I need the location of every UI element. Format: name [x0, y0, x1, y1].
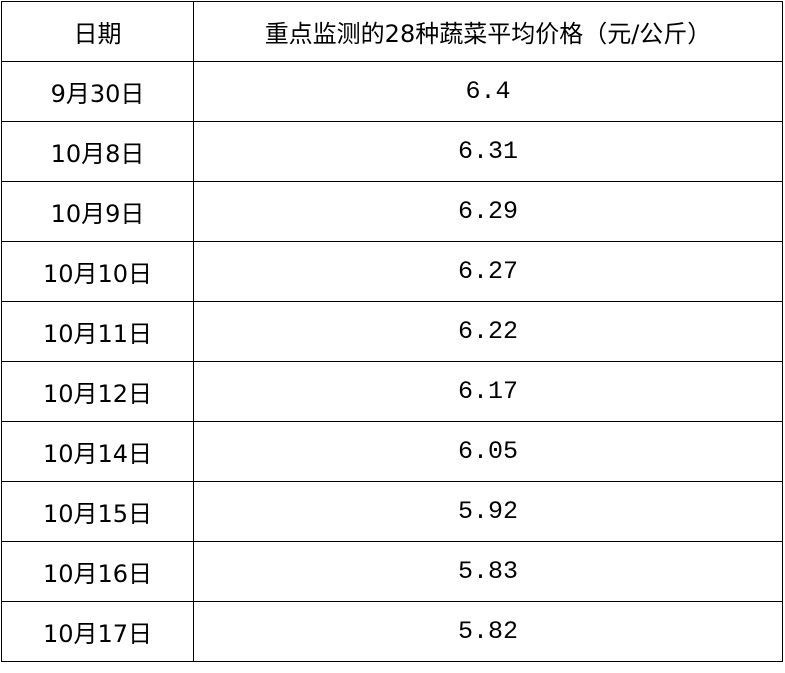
price-cell: 6.05: [193, 421, 783, 482]
date-cell: 10月11日: [1, 301, 194, 362]
data-row: 10月16日 5.83: [1, 541, 783, 602]
date-cell: 9月30日: [1, 61, 194, 122]
date-cell: 10月8日: [1, 121, 194, 182]
price-cell: 6.4: [193, 61, 783, 122]
data-row: 10月14日 6.05: [1, 421, 783, 482]
date-cell: 10月12日: [1, 361, 194, 422]
price-cell: 6.29: [193, 181, 783, 242]
price-table: 日期 重点监测的28种蔬菜平均价格（元/公斤） 9月30日 6.4 10月8日 6.3…: [1, 1, 783, 662]
header-cell: 重点监测的28种蔬菜平均价格（元/公斤）: [193, 1, 783, 62]
price-cell: 6.17: [193, 361, 783, 422]
header-cell: 日期: [1, 1, 194, 62]
table-body: 日期 重点监测的28种蔬菜平均价格（元/公斤） 9月30日 6.4 10月8日 6.3…: [1, 1, 783, 662]
date-cell: 10月17日: [1, 601, 194, 662]
date-cell: 10月10日: [1, 241, 194, 302]
data-row: 10月10日 6.27: [1, 241, 783, 302]
price-cell: 6.31: [193, 121, 783, 182]
date-cell: 10月16日: [1, 541, 194, 602]
data-row: 10月15日 5.92: [1, 481, 783, 542]
data-row: 9月30日 6.4: [1, 61, 783, 122]
price-cell: 5.82: [193, 601, 783, 662]
price-cell: 5.92: [193, 481, 783, 542]
data-row: 10月9日 6.29: [1, 181, 783, 242]
data-row: 10月17日 5.82: [1, 601, 783, 662]
price-cell: 6.22: [193, 301, 783, 362]
date-cell: 10月15日: [1, 481, 194, 542]
data-row: 10月11日 6.22: [1, 301, 783, 362]
price-cell: 6.27: [193, 241, 783, 302]
data-row: 10月8日 6.31: [1, 121, 783, 182]
header-row: 日期 重点监测的28种蔬菜平均价格（元/公斤）: [1, 1, 783, 62]
date-cell: 10月14日: [1, 421, 194, 482]
data-row: 10月12日 6.17: [1, 361, 783, 422]
date-cell: 10月9日: [1, 181, 194, 242]
price-cell: 5.83: [193, 541, 783, 602]
